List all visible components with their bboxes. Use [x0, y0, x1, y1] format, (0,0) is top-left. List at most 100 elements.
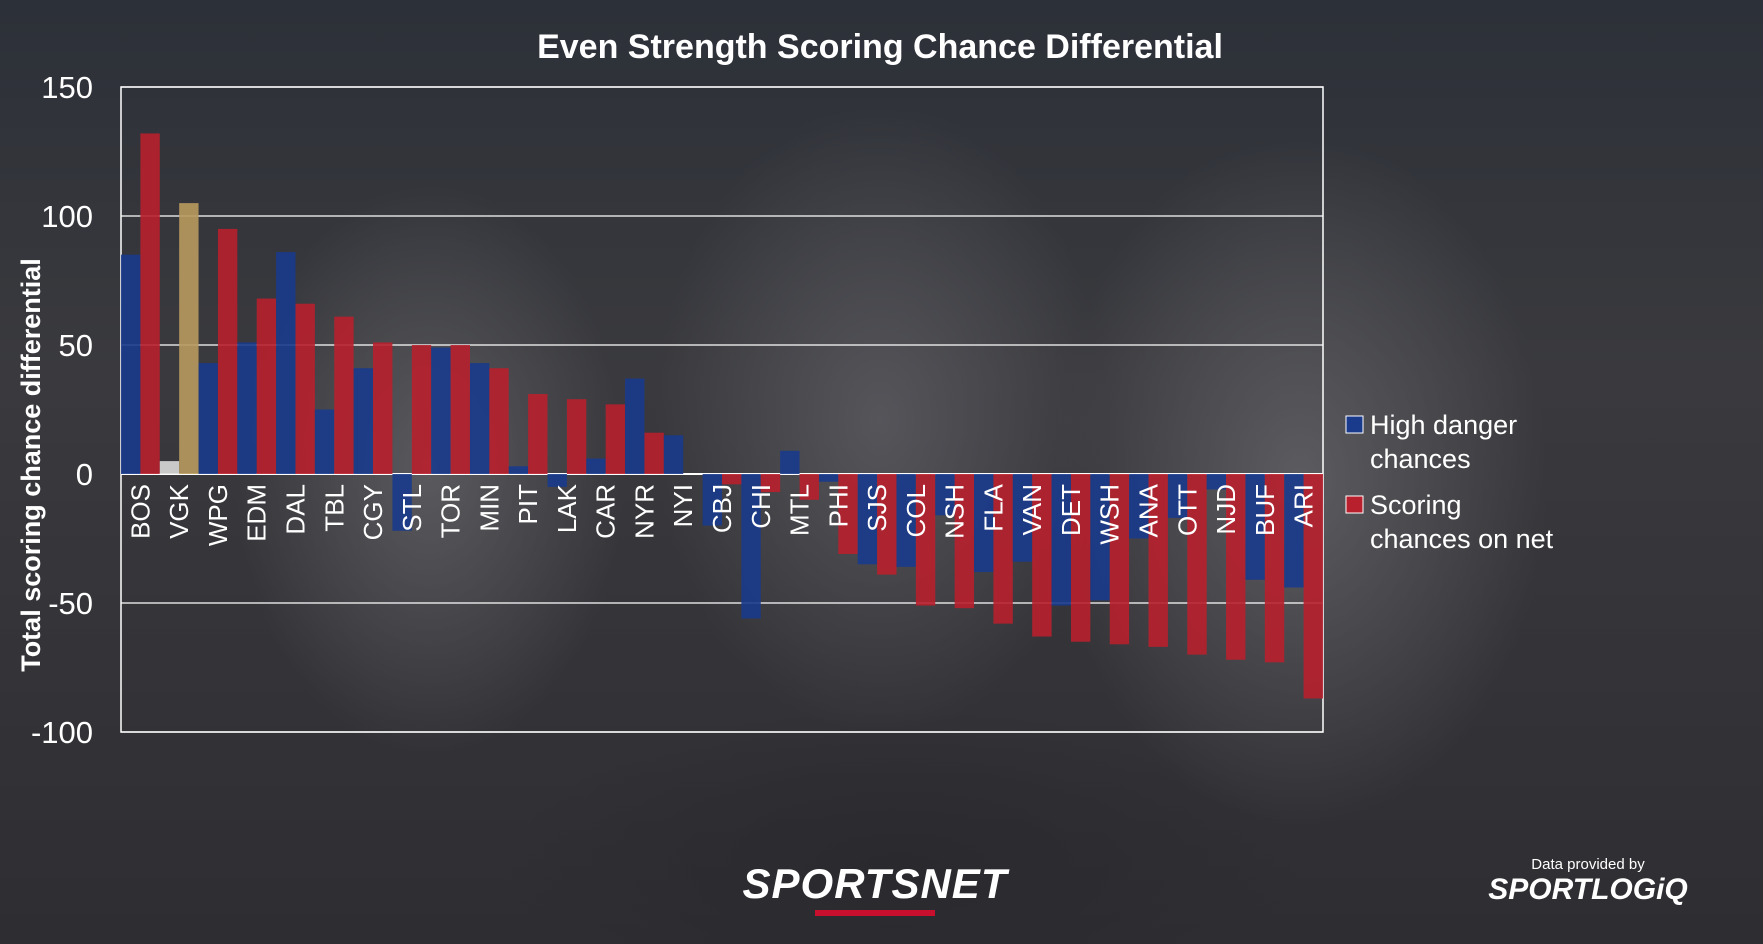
x-tick-label: EDM [242, 484, 272, 542]
x-tick-label: NSH [940, 484, 970, 539]
x-tick-label: NYR [629, 484, 659, 539]
logo-underline [815, 910, 935, 916]
bar-fla-on-net [993, 474, 1013, 624]
x-tick-label: VAN [1017, 484, 1047, 536]
bar-njd-on-net [1226, 474, 1246, 660]
legend-swatch [1345, 495, 1364, 514]
bar-nyr-high-danger [625, 378, 645, 474]
y-tick-label: -50 [48, 586, 93, 621]
bar-edm-on-net [256, 298, 277, 474]
bar-det-on-net [1070, 474, 1091, 642]
x-tick-label: PIT [513, 484, 543, 525]
sportlogiq-logo: SPORTLOGiQ [1488, 873, 1688, 906]
y-tick-label: 150 [41, 70, 93, 105]
bar-col-high-danger [896, 474, 916, 567]
bar-chi-high-danger [741, 474, 761, 619]
x-tick-label: TOR [436, 484, 466, 538]
x-tick-label: CBJ [707, 484, 737, 533]
bar-min-on-net [489, 368, 509, 474]
legend-label: High danger chances [1370, 410, 1517, 474]
bar-wsh-on-net [1109, 474, 1130, 645]
bar-buf-high-danger [1245, 474, 1265, 580]
x-tick-label: WSH [1095, 484, 1125, 545]
bar-det-high-danger [1051, 474, 1071, 606]
bar-fla-high-danger [974, 474, 994, 573]
bar-van-high-danger [1012, 474, 1033, 562]
y-axis-label: Total scoring chance differential [16, 258, 46, 672]
bar-nyi-high-danger [663, 435, 684, 474]
bar-min-high-danger [469, 363, 490, 474]
x-tick-label: NYI [668, 484, 698, 527]
y-tick-label: 100 [41, 199, 93, 234]
x-tick-label: BOS [125, 484, 155, 539]
bar-mtl-high-danger [780, 450, 800, 474]
sportsnet-logo: SPORTSNET [720, 860, 1030, 916]
bar-ott-on-net [1187, 474, 1207, 655]
chart-title: Even Strength Scoring Chance Differentia… [537, 28, 1223, 66]
data-credit: Data provided by SPORTLOGiQ [1468, 856, 1708, 907]
bar-stl-on-net [411, 345, 432, 474]
bar-lak-high-danger [547, 474, 567, 487]
x-tick-label: COL [901, 484, 931, 537]
x-tick-label: DAL [280, 484, 310, 535]
x-tick-label: BUF [1250, 484, 1280, 536]
bar-ana-on-net [1148, 474, 1168, 647]
y-tick-label: 0 [76, 457, 93, 492]
bar-cbj-high-danger [702, 474, 722, 526]
legend-swatch [1345, 415, 1364, 434]
bar-sjs-high-danger [857, 474, 878, 565]
x-tick-label: WPG [203, 484, 233, 546]
x-tick-label: TBL [319, 484, 349, 532]
x-tick-label: VGK [164, 483, 194, 539]
legend: High danger chances Scoring chances on net [1345, 410, 1554, 554]
bar-wsh-high-danger [1090, 474, 1110, 601]
bar-ana-high-danger [1129, 474, 1149, 539]
x-tick-label: CAR [591, 484, 621, 539]
bar-pit-on-net [528, 394, 548, 474]
x-tick-label: PHI [823, 484, 853, 527]
bar-wpg-high-danger [198, 363, 218, 474]
bar-van-on-net [1032, 474, 1052, 637]
x-tick-label: ANA [1134, 483, 1164, 537]
y-tick-label: -100 [31, 715, 93, 750]
x-tick-label: DET [1056, 484, 1086, 536]
bar-njd-high-danger [1206, 474, 1227, 490]
bar-wpg-on-net [217, 228, 238, 474]
bar-col-on-net [915, 474, 936, 606]
y-tick-label: 50 [59, 328, 93, 363]
x-tick-label: LAK [552, 483, 582, 533]
bar-sjs-on-net [877, 474, 897, 575]
bar-tor-high-danger [431, 347, 451, 474]
bar-buf-on-net [1264, 474, 1285, 663]
bar-dal-on-net [295, 303, 315, 474]
bar-vgk-high-danger [159, 461, 180, 474]
x-tick-label: OTT [1172, 484, 1202, 536]
bar-nsh-high-danger [935, 474, 955, 516]
x-tick-label: CGY [358, 484, 388, 540]
bar-chi-on-net [760, 474, 781, 493]
bar-vgk-on-net [179, 203, 199, 474]
bar-car-on-net [605, 404, 626, 474]
bar-stl-high-danger [392, 474, 412, 531]
bar-tbl-high-danger [314, 409, 335, 474]
bar-mtl-on-net [799, 474, 819, 500]
x-tick-label: NJD [1211, 484, 1241, 535]
sportsnet-logo-text: SPORTSNET [742, 860, 1008, 907]
bar-phi-high-danger [818, 474, 839, 482]
legend-label: Scoring chances on net [1370, 490, 1554, 554]
x-tick-label: SJS [862, 484, 892, 532]
bar-bos-on-net [140, 133, 160, 474]
x-tick-label: MIN [474, 484, 504, 532]
bar-edm-high-danger [237, 342, 257, 474]
bar-car-high-danger [586, 458, 606, 474]
bar-nyr-on-net [644, 432, 664, 474]
bar-cgy-high-danger [353, 368, 374, 474]
x-tick-label: MTL [785, 484, 815, 536]
bar-cgy-on-net [373, 342, 393, 474]
bar-pit-high-danger [508, 466, 529, 474]
plot-area: 150 100 50 0 -50 -100 BOS VGK WPG EDM DAL TBL CGY STL… [31, 70, 1324, 750]
bar-ari-high-danger [1284, 474, 1304, 588]
bar-nsh-on-net [954, 474, 975, 609]
